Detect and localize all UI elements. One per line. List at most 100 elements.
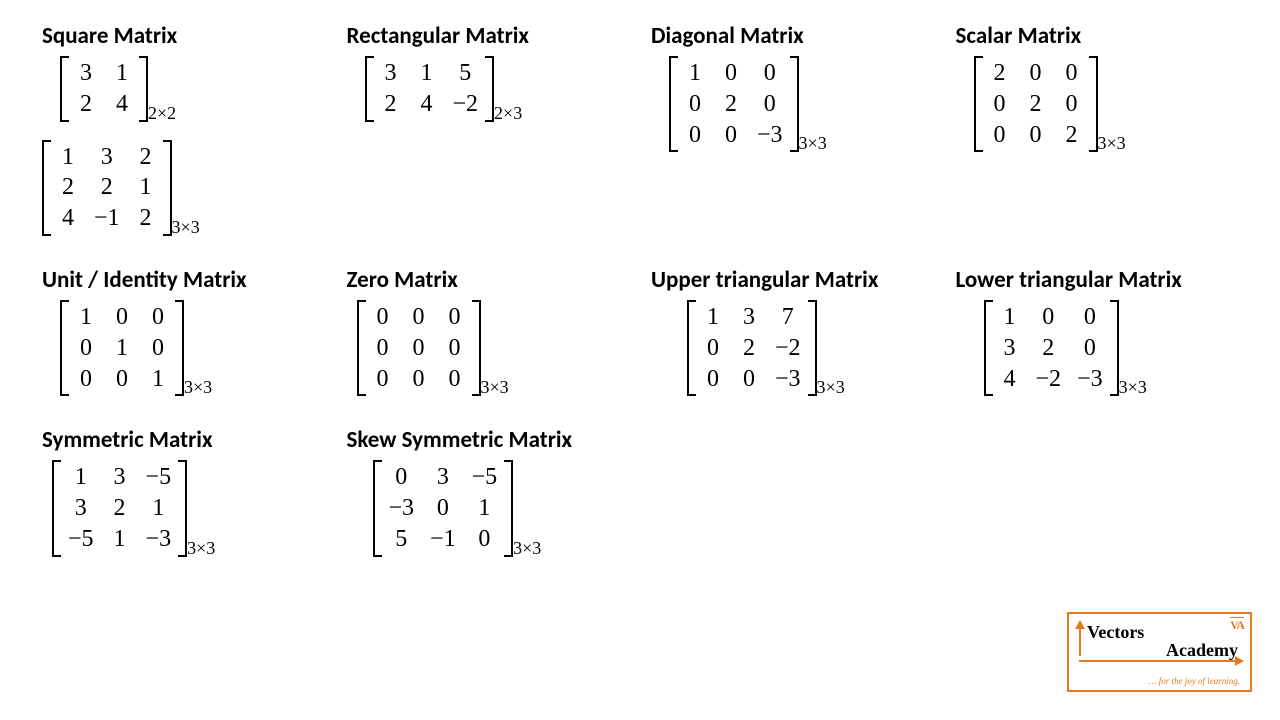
cell-identity: Unit / Identity Matrix 100010001 3×3	[42, 266, 337, 396]
matrix-cell: −5	[464, 462, 506, 493]
matrix-cell: 2	[982, 58, 1018, 89]
matrix-cell: 1	[68, 302, 104, 333]
matrix-cell: 1	[128, 172, 164, 203]
axis-y-icon	[1079, 622, 1081, 656]
subscript: 3×3	[513, 538, 541, 559]
matrix-cell: 0	[1028, 302, 1070, 333]
matrix-cell: 5	[381, 524, 423, 555]
title-zero: Zero Matrix	[347, 266, 642, 294]
matrix-cell: 0	[365, 302, 401, 333]
subscript: 3×3	[1119, 377, 1147, 398]
matrix-cell: −3	[767, 364, 809, 395]
title-square: Square Matrix	[42, 22, 337, 50]
matrix-cell: 2	[731, 333, 767, 364]
logo-word-1: Vectors	[1087, 622, 1144, 643]
matrix-cell: 0	[422, 493, 464, 524]
subscript: 3×3	[817, 377, 845, 398]
matrix-rectangular: 31524−2 2×3	[365, 56, 523, 122]
subscript: 3×3	[187, 538, 215, 559]
title-diagonal: Diagonal Matrix	[651, 22, 946, 50]
matrix-cell: 1	[104, 333, 140, 364]
matrix-cell: 0	[1054, 89, 1090, 120]
cell-zero: Zero Matrix 000000000 3×3	[347, 266, 642, 396]
logo-tagline: … for the joy of learning.	[1149, 676, 1241, 686]
matrix-cell: 3	[102, 462, 138, 493]
matrix-cell: −1	[86, 203, 128, 234]
title-upper: Upper triangular Matrix	[651, 266, 946, 294]
matrix-cell: 0	[381, 462, 423, 493]
matrix-cell: 0	[695, 333, 731, 364]
cell-scalar: Scalar Matrix 200020002 3×3	[956, 22, 1251, 236]
subscript: 3×3	[172, 217, 200, 238]
matrix-scalar: 200020002 3×3	[974, 56, 1126, 152]
matrix-cell: 1	[464, 493, 506, 524]
matrix-cell: 2	[50, 172, 86, 203]
matrix-cell: 0	[464, 524, 506, 555]
matrix-cell: 3	[422, 462, 464, 493]
matrix-cell: 2	[68, 89, 104, 120]
matrix-symmetric: 13−5321−51−3 3×3	[52, 460, 215, 556]
matrix-cell: 1	[138, 493, 180, 524]
title-identity: Unit / Identity Matrix	[42, 266, 337, 294]
cell-square: Square Matrix 3124 2×2 1322214−12 3×3	[42, 22, 337, 236]
matrix-cell: 0	[677, 120, 713, 151]
matrix-cell: 0	[401, 302, 437, 333]
matrix-cell: −2	[445, 89, 487, 120]
matrix-cell: 0	[104, 364, 140, 395]
matrix-cell: 0	[1069, 333, 1111, 364]
matrix-cell: 2	[128, 142, 164, 173]
subscript: 2×2	[148, 103, 176, 124]
matrix-cell: 0	[1018, 58, 1054, 89]
matrix-cell: 0	[713, 120, 749, 151]
logo-mark: VA	[1230, 617, 1244, 633]
matrix-cell: −3	[1069, 364, 1111, 395]
matrix-cell: 0	[749, 58, 791, 89]
matrix-cell: −2	[1028, 364, 1070, 395]
matrix-cell: 0	[401, 333, 437, 364]
matrix-cell: 0	[68, 333, 104, 364]
matrix-cell: 0	[140, 302, 176, 333]
matrix-cell: 3	[373, 58, 409, 89]
cell-symmetric: Symmetric Matrix 13−5321−51−3 3×3	[42, 426, 337, 556]
cell-diagonal: Diagonal Matrix 10002000−3 3×3	[651, 22, 946, 236]
matrix-identity: 100010001 3×3	[60, 300, 212, 396]
cell-rectangular: Rectangular Matrix 31524−2 2×3	[347, 22, 642, 236]
matrix-square-3x3: 1322214−12 3×3	[42, 140, 337, 236]
matrix-cell: 0	[365, 333, 401, 364]
matrix-cell: −5	[60, 524, 102, 555]
matrix-cell: 0	[695, 364, 731, 395]
matrix-cell: 4	[50, 203, 86, 234]
title-skew: Skew Symmetric Matrix	[347, 426, 642, 454]
title-lower: Lower triangular Matrix	[956, 266, 1251, 294]
cell-upper-triangular: Upper triangular Matrix 13702−200−3 3×3	[651, 266, 946, 396]
matrix-cell: 1	[140, 364, 176, 395]
matrix-cell: 7	[767, 302, 809, 333]
matrix-cell: 0	[749, 89, 791, 120]
matrix-cell: 0	[104, 302, 140, 333]
matrix-cell: 1	[695, 302, 731, 333]
matrix-cell: 3	[60, 493, 102, 524]
cell-empty-2	[956, 426, 1251, 556]
matrix-types-grid: Square Matrix 3124 2×2 1322214−12 3×3 Re…	[0, 0, 1280, 557]
matrix-lower: 1003204−2−3 3×3	[984, 300, 1147, 396]
matrix-cell: 1	[60, 462, 102, 493]
logo-word-2: Academy	[1166, 640, 1238, 661]
matrix-cell: 1	[102, 524, 138, 555]
matrix-cell: 0	[365, 364, 401, 395]
subscript: 3×3	[184, 377, 212, 398]
matrix-cell: 1	[677, 58, 713, 89]
matrix-cell: 1	[409, 58, 445, 89]
matrix-cell: −3	[381, 493, 423, 524]
matrix-cell: 1	[992, 302, 1028, 333]
cell-skew-symmetric: Skew Symmetric Matrix 03−5−3015−10 3×3	[347, 426, 642, 556]
cell-empty-1	[651, 426, 946, 556]
matrix-cell: −1	[422, 524, 464, 555]
matrix-cell: 0	[1069, 302, 1111, 333]
matrix-cell: 3	[731, 302, 767, 333]
cell-lower-triangular: Lower triangular Matrix 1003204−2−3 3×3	[956, 266, 1251, 396]
matrix-cell: 2	[1054, 120, 1090, 151]
matrix-cell: 0	[982, 89, 1018, 120]
matrix-cell: 2	[713, 89, 749, 120]
title-scalar: Scalar Matrix	[956, 22, 1251, 50]
matrix-cell: 0	[713, 58, 749, 89]
